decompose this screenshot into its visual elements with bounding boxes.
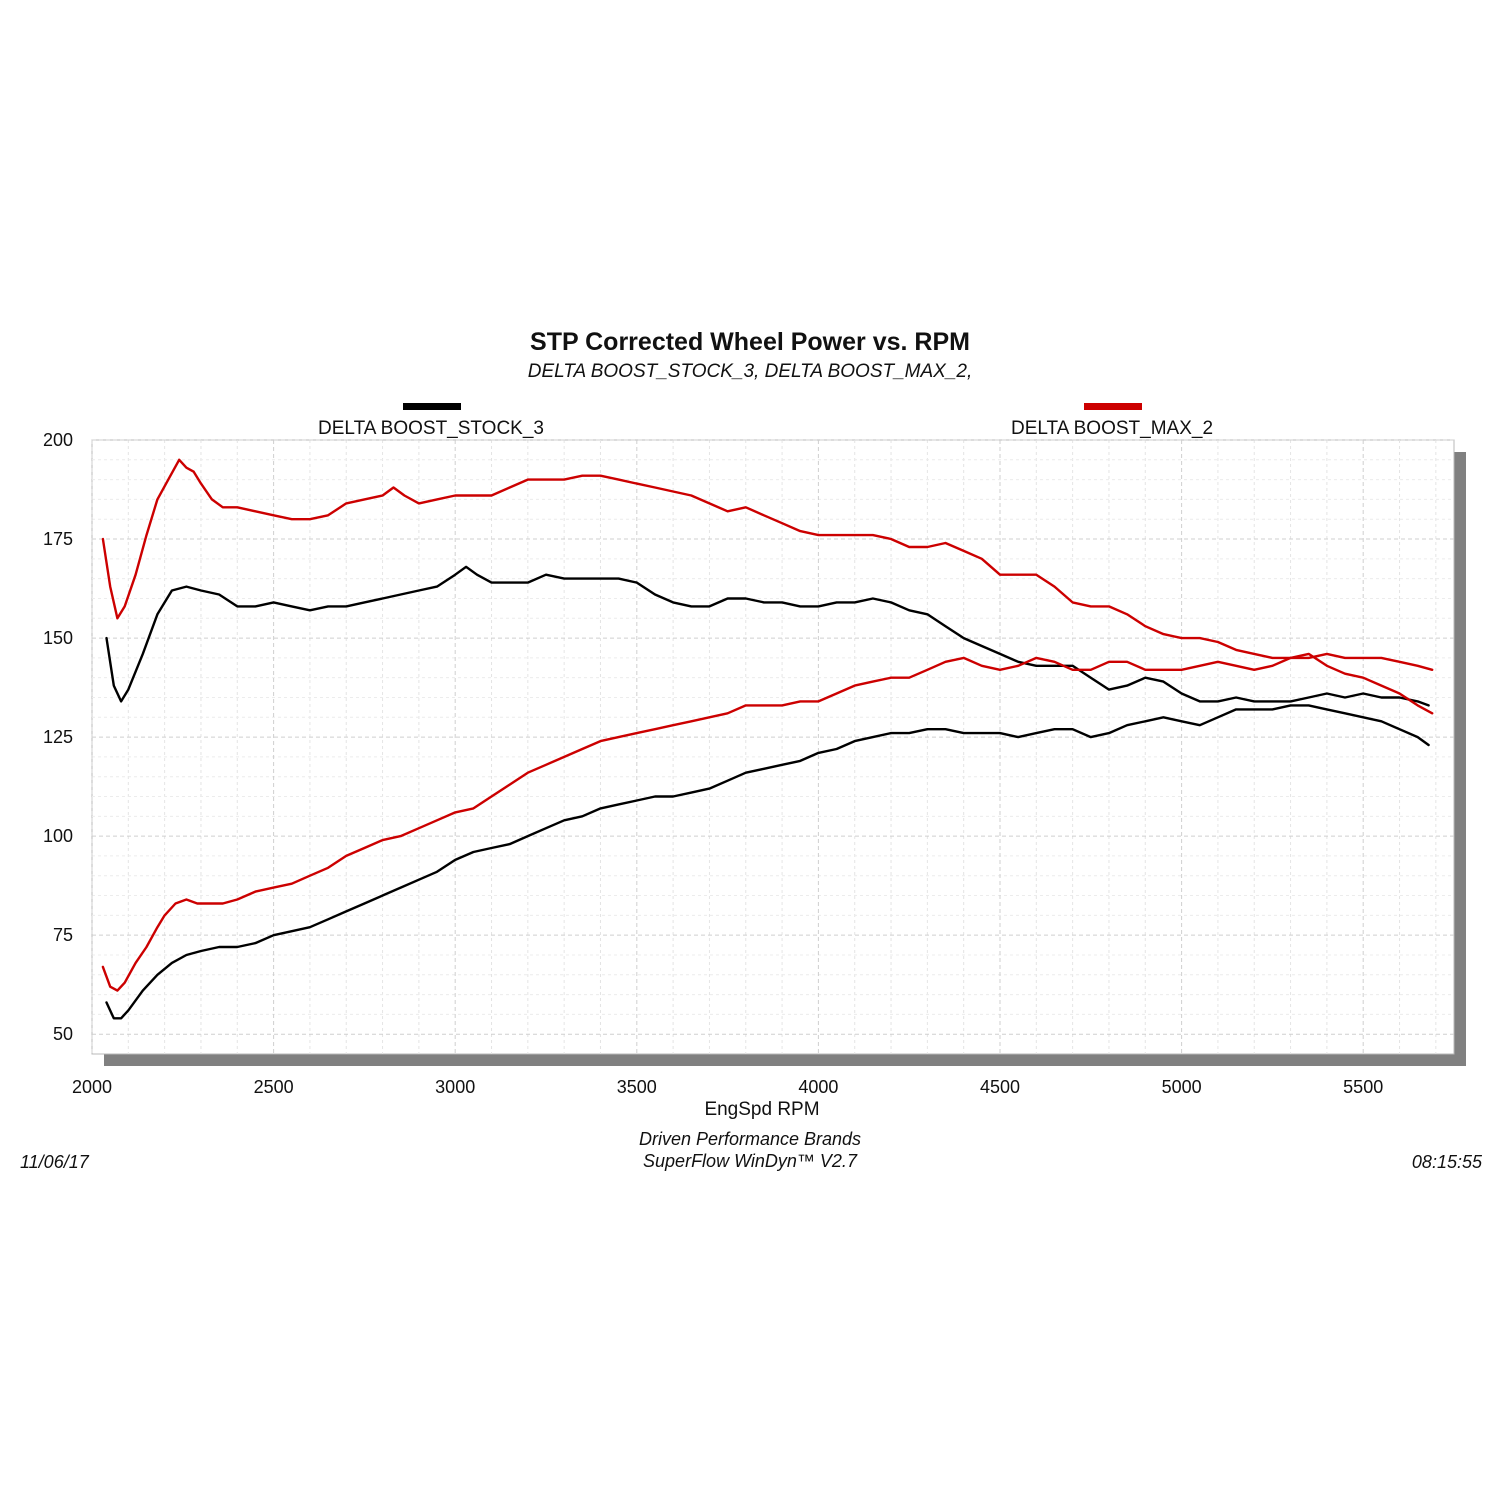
legend-swatch-stock [403,403,461,410]
x-axis-label: EngSpd RPM [704,1099,819,1120]
y-tick-label: 75 [53,925,73,945]
footer-time: 08:15:55 [1411,1152,1482,1172]
series-line-max-power [101,458,1434,671]
y-tick-label: 175 [43,529,73,549]
grid-minor [92,440,1454,1054]
y-tick-label: 50 [53,1024,73,1044]
series-line-max-torque [101,652,1434,992]
y-tick-label: 150 [43,628,73,648]
footer-company: Driven Performance Brands [638,1129,862,1149]
series-line-stock-torque [105,704,1430,1020]
footer-date: 11/06/17 [20,1152,89,1172]
legend-swatch-max [1084,403,1142,410]
legend-label-stock: DELTA BOOST_STOCK_3 [318,418,544,439]
legend-label-max: DELTA BOOST_MAX_2 [1010,418,1214,439]
x-tick-label: 4000 [798,1077,838,1097]
x-tick-label: 5000 [1162,1077,1202,1097]
x-tick-label: 4500 [980,1077,1020,1097]
x-tick-label: 3000 [435,1077,475,1097]
series-layer [101,458,1434,1020]
footer-software: SuperFlow WinDyn™ V2.7 [643,1151,857,1171]
x-tick-label: 2500 [254,1077,294,1097]
plot-area [91,439,1455,1055]
axis-ticks: 2000 2500 3000 3500 4000 4500 5000 5500 50 75 100 1… [43,430,1383,1097]
x-tick-label: 5500 [1343,1077,1383,1097]
series-line-stock-power [105,565,1430,707]
y-tick-label: 100 [43,826,73,846]
x-tick-label: 3500 [617,1077,657,1097]
chart-title: STP Corrected Wheel Power vs. RPM [530,328,970,356]
x-tick-label: 2000 [72,1077,112,1097]
chart-subtitle: DELTA BOOST_STOCK_3, DELTA BOOST_MAX_2, [527,361,973,382]
grid-major [91,439,1454,1054]
y-tick-label: 200 [43,430,73,450]
y-tick-label: 125 [43,727,73,747]
